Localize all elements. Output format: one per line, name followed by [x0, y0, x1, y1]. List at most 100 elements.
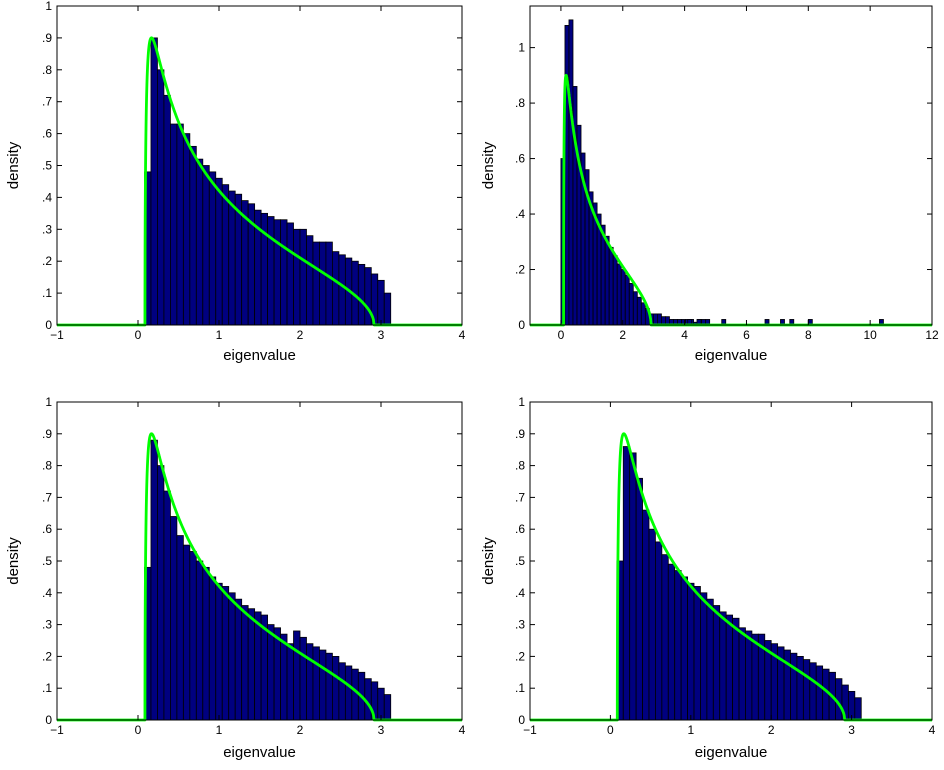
y-axis-label: density [5, 537, 22, 585]
y-tick-label: .7 [42, 490, 52, 504]
histogram-bar [657, 313, 662, 326]
x-tick-label: 4 [929, 723, 936, 737]
histogram-bar [241, 605, 249, 721]
histogram-bar [267, 216, 275, 326]
histogram-bar [636, 296, 642, 326]
histogram-bar [815, 665, 824, 721]
x-axis-label: eigenvalue [695, 744, 768, 761]
histogram-bar [357, 263, 366, 326]
histogram-bar [680, 576, 688, 721]
y-tick-label: .6 [42, 522, 52, 536]
histogram-bar [182, 133, 191, 326]
histogram-bar [169, 516, 178, 721]
histogram-bar [616, 263, 622, 326]
bars [144, 439, 392, 721]
histogram-bar [150, 37, 158, 326]
y-tick-label: .4 [515, 586, 525, 600]
histogram-bar [351, 668, 359, 721]
histogram-bar [612, 255, 618, 326]
histogram-bar [706, 598, 714, 721]
x-tick-label: 4 [459, 328, 466, 342]
histogram-bar [157, 69, 165, 326]
x-tick-label: 10 [863, 328, 877, 342]
histogram-bar [687, 582, 695, 721]
histogram-bar [338, 662, 346, 721]
y-tick-label: .7 [515, 490, 525, 504]
histogram-bar [628, 282, 634, 326]
y-tick-label: 0 [518, 713, 525, 727]
y-tick-label: 0 [518, 318, 525, 332]
y-tick-label: 0 [45, 318, 52, 332]
y-tick-label: .5 [42, 554, 52, 568]
x-tick-label: 1 [687, 723, 694, 737]
histogram-bar [312, 241, 320, 326]
panel-top-right: 0 2 4 6 8 10 12 0 .2 .4 .6 .8 1 eigenvalue density [480, 5, 939, 364]
histogram-bar [568, 19, 574, 326]
histogram-bar [312, 646, 320, 721]
histogram-bar [331, 251, 340, 326]
histogram-bar [635, 477, 643, 721]
histogram-bar [624, 274, 630, 326]
y-tick-label: .5 [515, 554, 525, 568]
y-tick-label: .8 [515, 96, 525, 110]
histogram-bar [725, 614, 734, 721]
histogram-bar [377, 279, 385, 326]
histogram-bar [273, 627, 281, 721]
histogram-bar [293, 228, 301, 326]
x-tick-label: 2 [768, 723, 775, 737]
histogram-bar [280, 219, 288, 326]
histogram-bar [822, 668, 830, 721]
histogram-bar [629, 452, 637, 721]
histogram-bar [189, 551, 197, 721]
histogram-bar [247, 608, 256, 721]
histogram-bar [325, 241, 333, 326]
x-tick-label: 3 [378, 328, 385, 342]
histogram-bar [383, 694, 392, 721]
histogram-bar [280, 633, 288, 721]
histogram-bar [182, 544, 191, 721]
histogram-bar [642, 509, 650, 721]
histogram-bar [693, 586, 701, 721]
histogram-bar [273, 219, 281, 326]
x-axis-label: eigenvalue [223, 347, 296, 364]
histogram-bar [215, 582, 223, 721]
histogram-bar [286, 222, 294, 326]
x-tick-label: 8 [805, 328, 812, 342]
x-tick-label: 12 [925, 328, 939, 342]
histogram-bar [176, 123, 184, 326]
histogram-bar [202, 165, 210, 326]
histogram-bar [620, 269, 626, 326]
histogram-bar [319, 649, 327, 721]
y-tick-label: 1 [45, 0, 52, 13]
y-tick-label: .2 [42, 254, 52, 268]
histogram-bar [640, 302, 646, 326]
histogram-bar [331, 656, 340, 721]
y-tick-label: .9 [42, 31, 52, 45]
histogram-bar [202, 566, 210, 721]
y-tick-label: .1 [515, 681, 525, 695]
histogram-bar [364, 267, 372, 326]
y-tick-label: .6 [515, 522, 525, 536]
histogram-bar [306, 235, 314, 326]
histogram-bar [632, 291, 638, 326]
y-tick-label: .8 [42, 459, 52, 473]
histogram-bar [325, 652, 333, 721]
histogram-bar [293, 630, 301, 721]
x-tick-label: 6 [743, 328, 750, 342]
y-tick-label: .6 [42, 127, 52, 141]
histogram-bar [854, 697, 862, 721]
bars [144, 37, 392, 326]
histogram-bar [674, 570, 682, 721]
histogram-bar [208, 576, 217, 721]
y-tick-label: .9 [42, 427, 52, 441]
x-axis-label: eigenvalue [223, 744, 296, 761]
histogram-bar [228, 592, 236, 721]
histogram-bar [732, 617, 740, 721]
histogram-bar [564, 25, 570, 326]
y-tick-label: .3 [42, 222, 52, 236]
histogram-bar [189, 145, 197, 326]
histogram-bar [751, 633, 759, 721]
histogram-bar [622, 446, 631, 721]
x-tick-label: 0 [135, 328, 142, 342]
x-tick-label: 0 [607, 723, 614, 737]
